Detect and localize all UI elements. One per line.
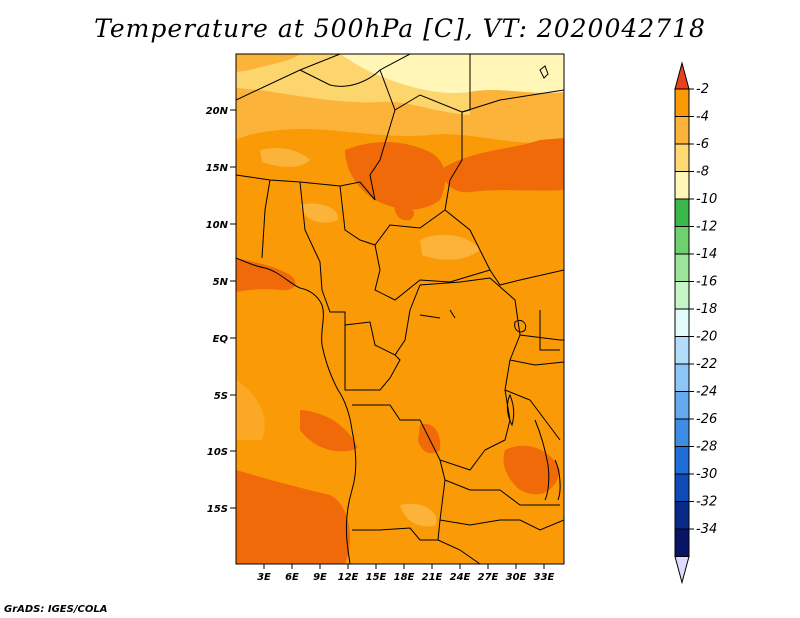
lon-label: 6E	[285, 572, 299, 583]
colorbar-bottom-arrow	[674, 556, 690, 585]
colorbar-label: -28	[696, 440, 717, 455]
colorbar-swatch	[674, 336, 690, 365]
lat-label: 5N	[213, 277, 229, 288]
colorbar-label: -16	[696, 275, 717, 290]
colorbar-label: -14	[696, 247, 717, 262]
colorbar-label: -10	[696, 192, 717, 207]
lon-label: 18E	[394, 572, 415, 583]
lat-label: EQ	[213, 334, 229, 345]
colorbar-label: -8	[696, 165, 709, 180]
colorbar-label: -30	[696, 467, 717, 482]
colorbar-top-arrow	[674, 61, 690, 90]
colorbar-label: -24	[696, 385, 717, 400]
lat-label: 20N	[206, 106, 229, 117]
lon-label: 9E	[313, 572, 327, 583]
lon-label: 27E	[478, 572, 499, 583]
lat-label: 10S	[207, 447, 228, 458]
colorbar-swatch	[674, 308, 690, 337]
colorbar-swatch	[674, 198, 690, 227]
colorbar-swatch	[674, 116, 690, 145]
colorbar-swatch	[674, 143, 690, 172]
colorbar-label: -4	[696, 110, 709, 125]
lat-label: 5S	[214, 391, 228, 402]
longitude-axis: 3E 6E 9E 12E 15E 18E 21E 24E 27E 30E 33E	[257, 564, 555, 583]
lat-label: 10N	[206, 220, 229, 231]
colorbar-label: -18	[696, 302, 717, 317]
colorbar-swatch	[674, 226, 690, 255]
temperature-field	[236, 54, 564, 564]
map-title: Temperature at 500hPa [C], VT: 202004271…	[94, 14, 706, 43]
lon-label: 21E	[422, 572, 443, 583]
colorbar-label: -26	[696, 412, 717, 427]
colorbar-label: -2	[696, 82, 709, 97]
colorbar-swatch	[674, 281, 690, 310]
lon-label: 24E	[450, 572, 471, 583]
lon-label: 15E	[366, 572, 387, 583]
colorbar-label: -22	[696, 357, 717, 372]
colorbar-swatch	[674, 88, 690, 117]
lat-label: 15S	[207, 504, 228, 515]
lon-label: 12E	[338, 572, 359, 583]
map-frame	[235, 53, 565, 565]
colorbar-label: -34	[696, 522, 717, 537]
colorbar-swatch	[674, 446, 690, 475]
colorbar-swatch	[674, 418, 690, 447]
colorbar-swatch	[674, 528, 690, 557]
lon-label: 3E	[257, 572, 271, 583]
latitude-axis: 20N 15N 10N 5N EQ 5S 10S 15S	[206, 106, 236, 515]
colorbar-swatch	[674, 363, 690, 392]
lat-label: 15N	[206, 163, 229, 174]
colorbar-label: -12	[696, 220, 717, 235]
lon-label: 33E	[534, 572, 555, 583]
colorbar-swatch	[674, 391, 690, 420]
country-borders	[236, 54, 564, 564]
colorbar-swatch	[674, 473, 690, 502]
colorbar-label: -20	[696, 330, 717, 345]
colorbar-swatch	[674, 171, 690, 200]
colorbar-label: -32	[696, 495, 717, 510]
colorbar-swatch	[674, 501, 690, 530]
lon-label: 30E	[506, 572, 527, 583]
colorbar-swatch	[674, 253, 690, 282]
credit-label: GrADS: IGES/COLA	[4, 604, 108, 615]
colorbar: -2 -4 -6 -8 -10 -12 -14 -16 -18 -20 -22 -24 -26 -28 -3…	[674, 61, 717, 585]
colorbar-label: -6	[696, 137, 709, 152]
